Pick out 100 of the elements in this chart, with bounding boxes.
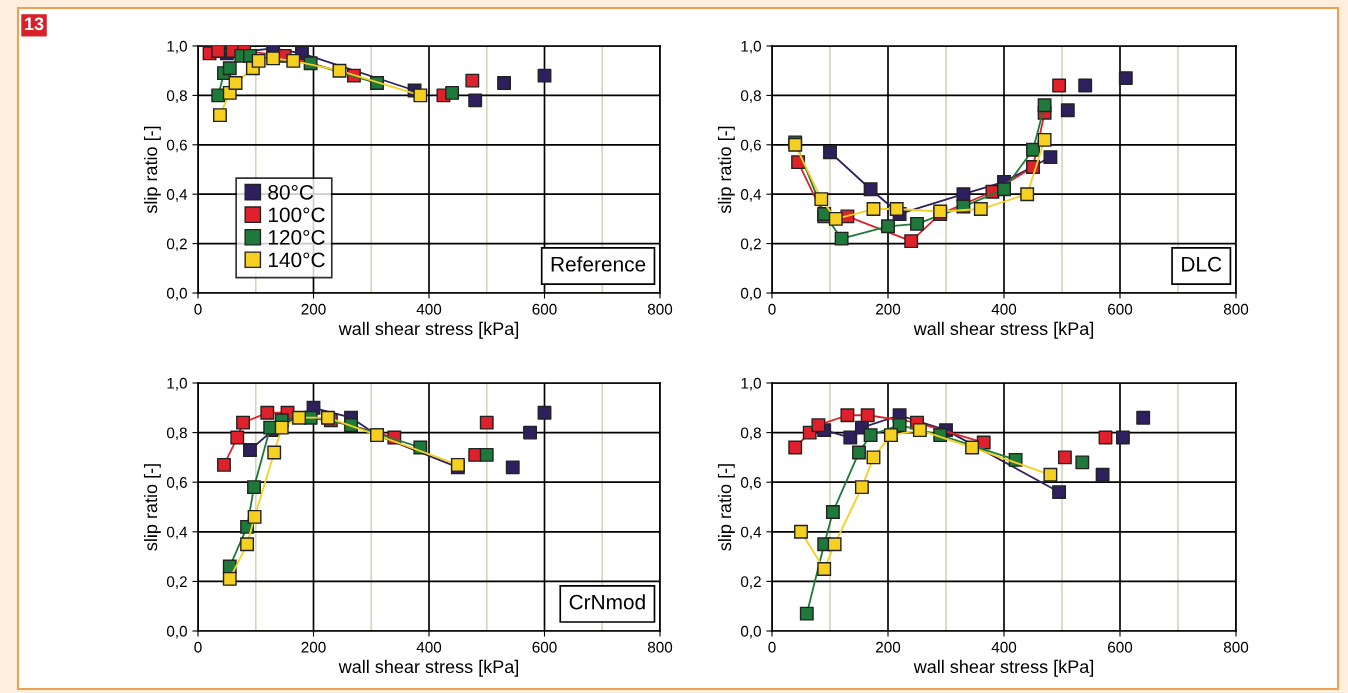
y-tick-label: 0,2 xyxy=(166,576,187,589)
point xyxy=(247,509,262,524)
y-axis-title: slip ratio [-] xyxy=(717,464,735,551)
point xyxy=(251,53,266,68)
x-tick-label: 400 xyxy=(991,303,1017,315)
y-tick-label: 0,8 xyxy=(740,90,761,103)
point xyxy=(863,428,878,443)
y-axis-title: slip ratio [-] xyxy=(143,126,161,214)
point xyxy=(267,445,282,460)
x-tick-label: 800 xyxy=(647,303,673,315)
legend-label: 80°C xyxy=(268,184,314,200)
point xyxy=(537,68,552,83)
x-tick-label: 800 xyxy=(1223,641,1249,653)
point xyxy=(1037,98,1052,113)
x-axis-title: wall shear stress [kPa] xyxy=(913,321,1094,339)
point xyxy=(222,571,237,586)
point xyxy=(1020,187,1035,202)
point xyxy=(834,231,849,246)
point xyxy=(497,76,512,90)
point xyxy=(445,85,460,100)
y-tick-label: 0,8 xyxy=(740,427,761,441)
y-tick-label: 0,0 xyxy=(740,625,761,639)
point xyxy=(1060,103,1075,118)
point xyxy=(465,73,480,88)
y-tick-label: 0,6 xyxy=(166,139,187,153)
point xyxy=(266,51,281,66)
point xyxy=(292,410,307,425)
x-axis-title: wall shear stress [kPa] xyxy=(338,321,519,339)
point xyxy=(814,192,829,207)
point xyxy=(1095,467,1110,482)
point xyxy=(236,415,250,430)
y-tick-label: 0,4 xyxy=(166,526,188,540)
point xyxy=(1043,467,1058,482)
x-tick-label: 600 xyxy=(1108,641,1133,653)
x-tick-label: 200 xyxy=(876,641,901,653)
point xyxy=(1098,430,1113,445)
y-tick-label: 0,4 xyxy=(166,189,188,202)
annotation: CrNmod xyxy=(569,594,645,610)
y-axis-title: slip ratio [-] xyxy=(717,126,735,214)
x-axis-title: wall shear stress [kPa] xyxy=(913,659,1094,677)
y-tick-label: 0,8 xyxy=(166,427,187,441)
legend-label: 140°C xyxy=(268,252,325,268)
point xyxy=(332,63,347,78)
point xyxy=(863,182,878,197)
x-tick-label: 800 xyxy=(647,641,673,653)
x-tick-label: 0 xyxy=(194,641,202,653)
point xyxy=(230,430,245,445)
point xyxy=(883,428,898,443)
x-tick-label: 800 xyxy=(1223,303,1249,315)
y-tick-label: 0,6 xyxy=(166,477,187,490)
y-tick-label: 0,4 xyxy=(740,526,762,540)
legend-label: 100°C xyxy=(268,207,325,223)
point xyxy=(537,405,552,420)
x-axis-title: wall shear stress [kPa] xyxy=(338,659,519,677)
point xyxy=(523,425,538,440)
point xyxy=(866,202,881,216)
point xyxy=(1075,455,1090,470)
point xyxy=(1115,430,1130,445)
point xyxy=(505,460,520,475)
point xyxy=(910,216,924,231)
y-tick-label: 1,0 xyxy=(741,40,761,54)
y-tick-label: 0,4 xyxy=(740,189,762,202)
y-tick-label: 0,6 xyxy=(740,477,761,490)
point xyxy=(1078,78,1093,93)
point xyxy=(852,445,866,460)
point xyxy=(843,430,858,445)
point xyxy=(788,440,803,455)
point xyxy=(965,440,980,455)
point xyxy=(811,418,826,433)
point xyxy=(1052,485,1067,500)
point xyxy=(1052,78,1067,93)
point xyxy=(1118,71,1133,86)
y-tick-label: 0,6 xyxy=(740,139,761,153)
point xyxy=(825,505,840,519)
x-tick-label: 600 xyxy=(532,641,557,653)
point xyxy=(260,405,275,420)
legend-label: 120°C xyxy=(268,229,325,245)
x-tick-label: 0 xyxy=(768,303,776,315)
y-tick-label: 0,0 xyxy=(166,625,187,639)
point xyxy=(854,480,869,495)
point xyxy=(413,88,428,103)
y-tick-label: 1,0 xyxy=(167,377,187,391)
x-tick-label: 0 xyxy=(194,303,202,315)
y-tick-label: 0,2 xyxy=(740,238,761,252)
point xyxy=(881,219,895,234)
point xyxy=(1136,410,1151,425)
point xyxy=(468,93,483,108)
point xyxy=(827,537,842,552)
point xyxy=(286,53,301,68)
point xyxy=(1057,450,1072,465)
point xyxy=(956,187,971,202)
x-tick-label: 600 xyxy=(1108,303,1133,315)
point xyxy=(479,447,494,462)
point xyxy=(217,457,231,472)
point xyxy=(274,420,289,435)
point xyxy=(817,562,832,576)
point xyxy=(904,234,919,249)
y-tick-label: 1,0 xyxy=(741,377,761,391)
point xyxy=(799,606,814,621)
point xyxy=(973,202,988,216)
